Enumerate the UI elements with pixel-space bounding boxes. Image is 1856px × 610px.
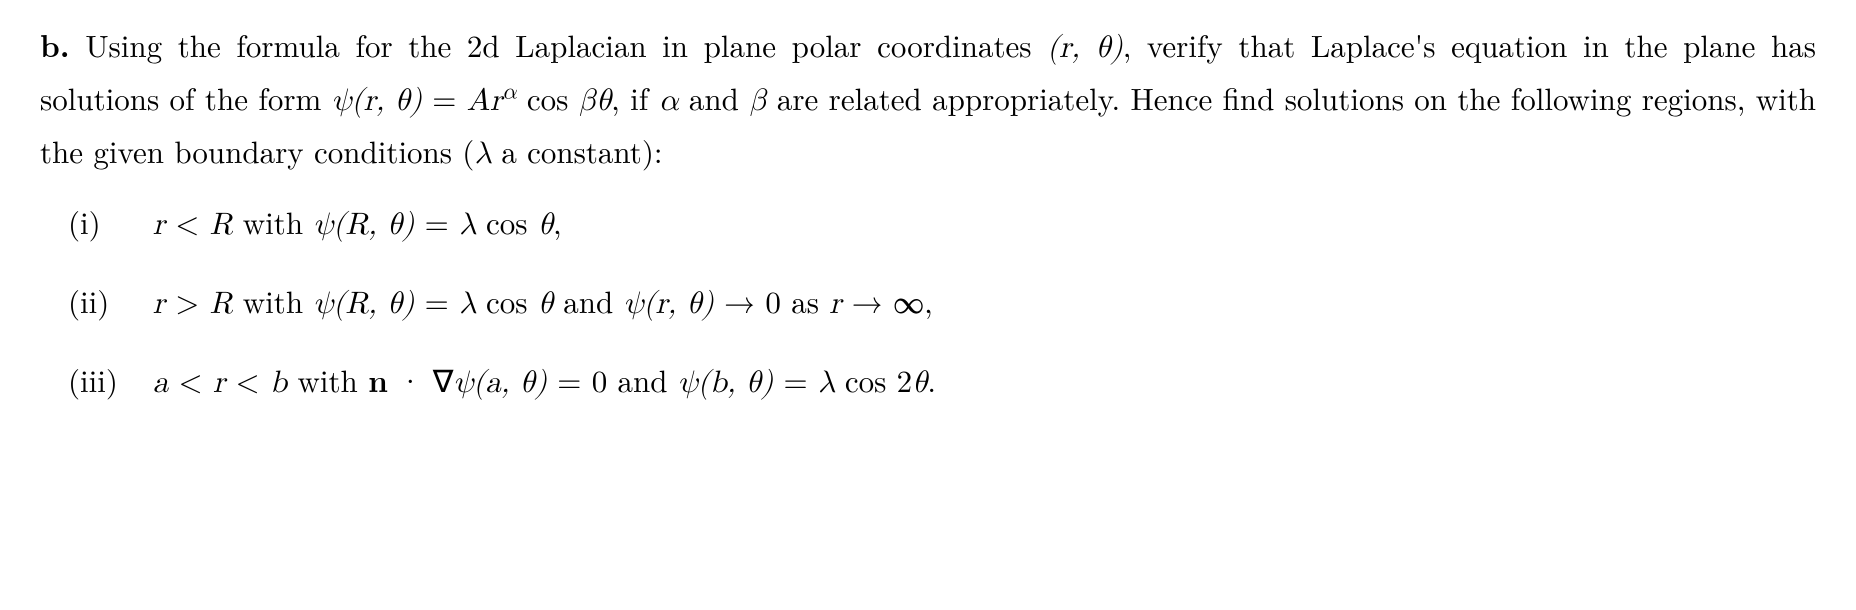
item-ii-R: R (210, 289, 233, 320)
const-A: A (467, 86, 490, 117)
item-ii-cos: cos (476, 278, 538, 322)
item-i-theta: θ (538, 210, 553, 241)
intro-text-6: a constant): (491, 128, 663, 172)
item-ii-lambda: λ (459, 289, 476, 320)
item-iii-eq1: = (547, 357, 592, 401)
part-label: b. (40, 23, 70, 67)
problem-page: b. Using the formula for the 2d Laplacia… (0, 0, 1856, 610)
item-iii-eq2: = (773, 357, 818, 401)
lambda-inline: λ (474, 139, 491, 170)
item-i-tail: , (553, 199, 562, 243)
item-iii-n: n (368, 358, 388, 402)
item-i-cos: cos (476, 199, 538, 243)
item-ii-with: with (232, 278, 313, 322)
item-ii-psi2: ψ(r, θ) (624, 289, 714, 320)
item-ii: (ii) r > R with ψ(R, θ) = λ cos θ and ψ(… (68, 276, 1816, 329)
item-iii-psi-b: ψ(b, θ) (678, 368, 773, 399)
item-list: (i) r < R with ψ(R, θ) = λ cos θ, (ii) r… (40, 197, 1816, 408)
eq-sign: = (422, 75, 467, 119)
item-iii-tail: . (927, 357, 936, 401)
item-iii-two: 2 (897, 357, 913, 401)
item-ii-r2: r (829, 289, 841, 320)
item-iii-cos: cos (835, 357, 897, 401)
item-ii-r: r (153, 289, 165, 320)
alpha-inline: α (659, 86, 679, 117)
item-iii-zero: 0 (592, 357, 608, 401)
item-i: (i) r < R with ψ(R, θ) = λ cos θ, (68, 197, 1816, 250)
item-iii-dot: · (388, 357, 433, 401)
cos-fn: cos (516, 75, 578, 119)
intro-paragraph: b. Using the formula for the 2d Laplacia… (40, 20, 1816, 179)
item-ii-zero: 0 (765, 278, 781, 322)
intro-text-1: Using the formula for the 2d Laplacian i… (85, 22, 1047, 66)
item-ii-to2: → (841, 278, 893, 322)
item-i-label: (i) (68, 197, 142, 245)
item-ii-label: (ii) (68, 276, 142, 324)
item-iii-lt2: < (225, 357, 270, 401)
item-ii-eq: = (414, 278, 459, 322)
item-iii-lt1: < (168, 357, 213, 401)
intro-text-3: , if (611, 75, 658, 119)
item-ii-tail: , (924, 278, 933, 322)
item-ii-inf: ∞ (893, 278, 924, 322)
item-iii-grad: ∇ (433, 357, 454, 401)
intro-text-4: and (679, 75, 750, 119)
item-iii: (iii) a < r < b with n · ∇ψ(a, θ) = 0 an… (68, 355, 1816, 408)
exp-alpha: α (502, 82, 516, 104)
item-iii-with: with (287, 357, 368, 401)
psi-lhs: ψ(r, θ) (332, 86, 422, 117)
item-i-with: with (232, 199, 313, 243)
item-ii-psi: ψ(R, θ) (313, 289, 414, 320)
item-iii-lambda: λ (818, 368, 835, 399)
beta-inline: β (749, 86, 766, 117)
item-i-eq: = (414, 199, 459, 243)
item-iii-theta: θ (912, 368, 927, 399)
item-iii-label: (iii) (68, 355, 142, 403)
item-ii-gt: > (165, 278, 210, 322)
item-i-psi: ψ(R, θ) (313, 210, 414, 241)
item-iii-r: r (213, 368, 225, 399)
item-i-lt: < (165, 199, 210, 243)
item-ii-as: as (781, 278, 829, 322)
item-i-r: r (153, 210, 165, 241)
item-iii-b: b (270, 368, 287, 399)
item-iii-psi-a: ψ(a, θ) (453, 368, 547, 399)
item-i-R: R (210, 210, 233, 241)
item-iii-and: and (607, 357, 678, 401)
coords: (r, θ) (1047, 33, 1123, 64)
theta: θ (596, 86, 611, 117)
item-ii-to: → (714, 278, 766, 322)
item-ii-and: and (553, 278, 624, 322)
var-r: r (490, 86, 502, 117)
item-i-lambda: λ (459, 210, 476, 241)
item-ii-theta: θ (538, 289, 553, 320)
beta: β (579, 86, 596, 117)
item-iii-a: a (153, 368, 169, 399)
